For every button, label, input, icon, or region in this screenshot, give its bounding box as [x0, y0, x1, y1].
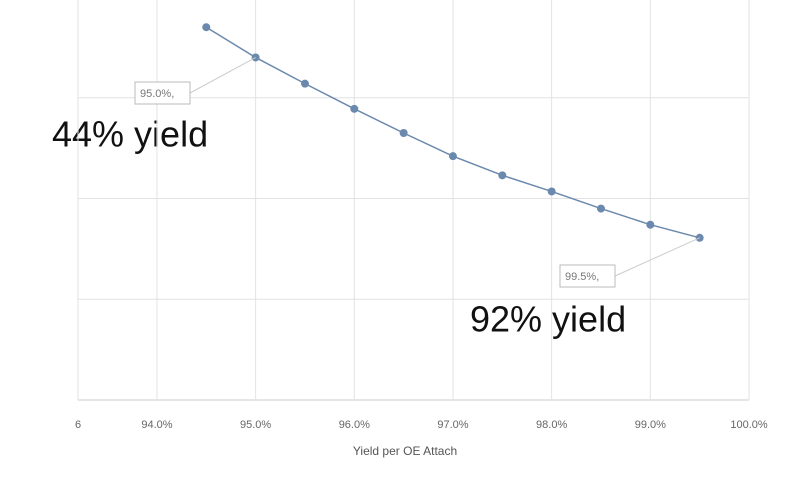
point: [350, 104, 359, 113]
x-tick-label: 94.0%: [141, 419, 172, 431]
leader-line: [189, 57, 256, 94]
annotation: 44% yield: [52, 114, 208, 155]
x-tick-label: 99.0%: [635, 419, 666, 431]
x-tick-label: 98.0%: [536, 419, 567, 431]
x-tick-label: 100.0%: [730, 419, 768, 431]
point: [646, 220, 655, 229]
leader-line: [614, 237, 700, 277]
x-axis-title: Yield per OE Attach: [353, 444, 457, 458]
x-tick-label: 97.0%: [437, 419, 468, 431]
point: [596, 204, 605, 213]
annotation: 99.5%,: [565, 271, 599, 283]
callout-box: [134, 81, 191, 105]
annotation: 92% yield: [470, 299, 626, 340]
point: [498, 171, 507, 180]
point: [202, 23, 211, 32]
point: [399, 129, 408, 138]
x-tick-label: 96.0%: [339, 419, 370, 431]
annotation: 95.0%,: [140, 88, 174, 100]
x-tick-label: 95.0%: [240, 419, 271, 431]
callout-box: [559, 264, 616, 288]
point: [300, 79, 309, 88]
point: [547, 187, 556, 196]
point: [448, 152, 457, 161]
x-tick-label: 6: [75, 419, 81, 431]
